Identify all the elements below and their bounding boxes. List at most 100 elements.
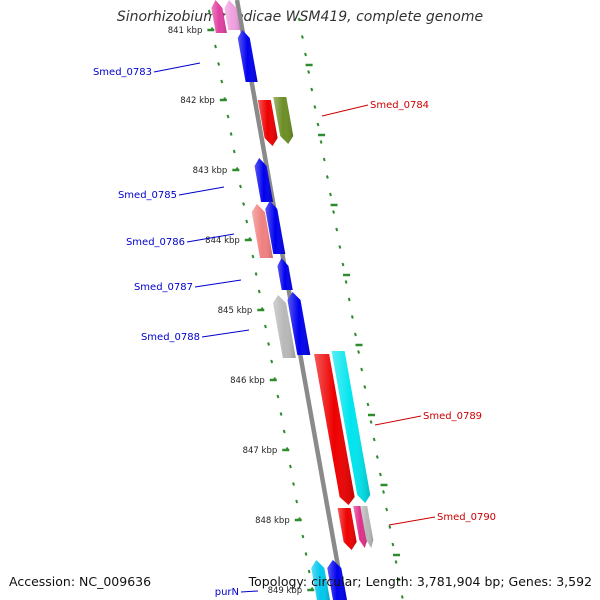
kbp-label: 847 kbp	[243, 446, 278, 456]
ruler-dot	[304, 52, 307, 57]
ruler-dot	[366, 402, 370, 407]
label-leader-line	[194, 279, 242, 288]
gene-label-Smed_0788[interactable]: Smed_0788	[141, 332, 200, 343]
ruler-ticks: 841 kbp 842 kbp 843 kbp 844 kbp 845 kbp 846 k…	[168, 9, 404, 599]
gene-arrow-shading	[331, 351, 371, 503]
ruler-dot	[375, 455, 379, 459]
ruler-dot	[242, 202, 246, 206]
ruler-dot	[322, 157, 326, 162]
ruler-dot	[319, 140, 323, 144]
ruler-dot	[257, 289, 261, 294]
label-leader-line	[321, 104, 369, 117]
ruler-dot	[310, 87, 314, 92]
ruler-dot	[295, 499, 299, 504]
ruler-dot	[397, 577, 401, 582]
topology-text: Topology: circular; Length: 3,781,904 bp…	[248, 574, 592, 589]
ruler-dot	[307, 569, 311, 574]
ruler-dot	[357, 350, 361, 354]
ruler-dot	[232, 149, 236, 154]
ruler-dot	[332, 210, 336, 214]
gene-arrow-shading	[273, 97, 294, 144]
gene-arrow-shading	[237, 30, 258, 82]
ruler-dot	[279, 412, 283, 416]
label-leader-line	[388, 516, 436, 526]
ruler-dot	[372, 437, 376, 442]
ruler-dot	[251, 254, 255, 259]
ruler-dot	[226, 114, 230, 119]
ruler-dot	[344, 280, 348, 284]
gene-label-Smed_0790[interactable]: Smed_0790	[437, 512, 496, 523]
gene-label-Smed_0789[interactable]: Smed_0789	[423, 411, 482, 422]
gene-arrow-shading	[224, 0, 241, 30]
kbp-label: 841 kbp	[168, 26, 203, 36]
gene-arrow-shading	[254, 158, 274, 202]
ruler-dot	[282, 429, 286, 434]
gene-label-Smed_0787[interactable]: Smed_0787	[134, 282, 193, 293]
ruler-dot	[391, 542, 395, 547]
ruler-dot	[400, 595, 404, 599]
gene-arrow-shading	[211, 0, 227, 33]
ruler-dot	[325, 175, 329, 179]
gene-label-Smed_0783[interactable]: Smed_0783	[93, 67, 152, 78]
ruler-dot	[220, 79, 224, 84]
ruler-dot	[388, 525, 392, 529]
label-leader-line	[374, 415, 422, 426]
kbp-label: 849 kbp	[268, 586, 303, 596]
gene-features	[211, 0, 374, 600]
gene-arrow-shading	[257, 100, 278, 146]
ruler-dot	[385, 507, 389, 512]
ruler-dot	[304, 552, 308, 556]
ruler-dot	[288, 464, 292, 469]
gene-labels: Smed_0783 Smed_0784 Smed_0785 Smed_0786 Smed…	[93, 62, 496, 598]
gene-arrow-shading	[265, 201, 286, 254]
label-leader-line	[201, 329, 250, 338]
ruler-dot	[316, 122, 320, 127]
gene-arrow-shading	[327, 560, 347, 600]
ruler-dot	[338, 245, 342, 249]
gene-label-Smed_0784[interactable]: Smed_0784	[370, 100, 429, 111]
genome-title: Sinorhizobium medicae WSM419, complete g…	[116, 9, 484, 25]
ruler-dot	[239, 184, 242, 189]
ruler-dot	[369, 420, 373, 424]
ruler-dot	[341, 262, 345, 267]
gene-arrow-shading	[314, 354, 355, 505]
gene-arrow-shading	[277, 258, 293, 290]
gene-label-Smed_0786[interactable]: Smed_0786	[126, 237, 185, 248]
kbp-label: 842 kbp	[180, 96, 215, 106]
ruler-dot	[350, 315, 354, 319]
label-leader-line	[153, 62, 201, 73]
accession-text: Accession: NC_009636	[9, 574, 152, 589]
ruler-dot	[354, 332, 357, 337]
gene-arrow-shading	[273, 295, 296, 358]
ruler-dot	[267, 342, 271, 346]
ruler-dot	[313, 105, 317, 109]
ruler-dot	[301, 534, 305, 539]
gene-arrow-shading	[311, 560, 330, 600]
gene-arrow-shading	[337, 508, 357, 550]
label-leader-line	[186, 233, 235, 243]
gene-label-Smed_0785[interactable]: Smed_0785	[118, 190, 177, 201]
gene-label-purN[interactable]: purN	[215, 587, 239, 598]
ruler-dot	[276, 394, 280, 399]
ruler-dot	[335, 227, 339, 232]
ruler-dot	[360, 367, 364, 372]
ruler-dot	[363, 385, 367, 389]
kbp-label: 844 kbp	[205, 236, 240, 246]
gene-arrow-shading	[251, 204, 274, 258]
gene-arrow-shading	[287, 292, 311, 355]
gene-arrow-shading	[353, 506, 368, 548]
label-leader-line	[178, 186, 225, 196]
ruler-dot	[270, 359, 274, 364]
ruler-dot	[382, 490, 385, 494]
ruler-dot	[378, 472, 382, 477]
ruler-dot	[229, 132, 233, 136]
ruler-dot	[264, 324, 267, 329]
ruler-dot	[245, 219, 249, 224]
ruler-dot	[214, 44, 217, 49]
kbp-label: 848 kbp	[255, 516, 290, 526]
ruler-dot	[329, 192, 332, 197]
ruler-dot	[300, 35, 304, 39]
gene-arrow-shading	[360, 506, 374, 548]
label-leader-line	[240, 590, 259, 593]
kbp-label: 843 kbp	[193, 166, 228, 176]
